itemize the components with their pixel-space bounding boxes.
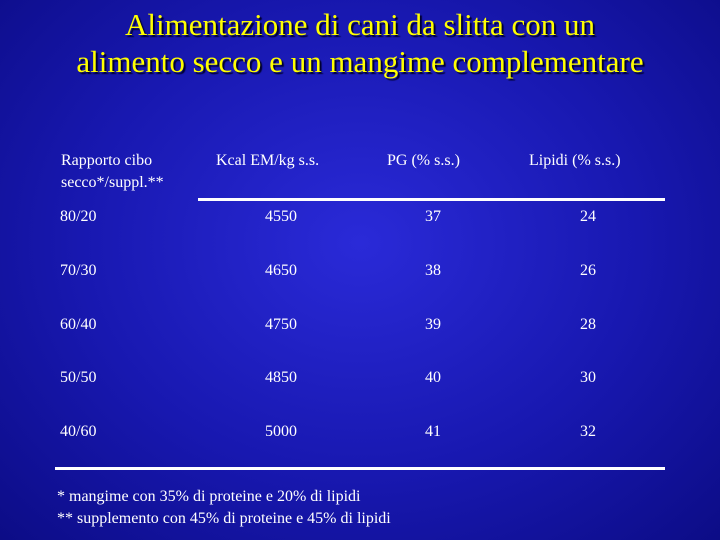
cell-kcal: 4850 (265, 369, 297, 386)
cell-pg: 41 (425, 423, 441, 440)
header-kcal: Kcal EM/kg s.s. (216, 152, 320, 169)
cell-kcal: 4550 (265, 208, 297, 225)
cell-lipidi: 32 (580, 423, 596, 440)
header-ratio-line-2: secco*/suppl.** (61, 174, 164, 191)
cell-kcal: 4650 (265, 262, 297, 279)
cell-lipidi: 30 (580, 369, 596, 386)
header-lipidi: Lipidi (% s.s.) (529, 152, 621, 169)
header-ratio-line-1: Rapporto cibo (61, 152, 153, 169)
cell-lipidi: 28 (580, 316, 596, 333)
cell-kcal: 4750 (265, 316, 297, 333)
header-ratio: Rapporto cibo secco*/suppl.** (61, 150, 164, 194)
slide-title-line-1: Alimentazione di cani da slitta con un (124, 7, 596, 42)
cell-ratio: 50/50 (60, 369, 97, 386)
cell-ratio: 40/60 (60, 423, 97, 440)
footnote-1: * mangime con 35% di proteine e 20% di l… (57, 488, 361, 505)
slide-title-line-2: alimento secco e un mangime complementar… (76, 44, 644, 79)
slide-title: Alimentazione di cani da slitta con un a… (0, 6, 720, 80)
cell-pg: 39 (425, 316, 441, 333)
cell-ratio: 60/40 (60, 316, 97, 333)
table-bottom-divider (55, 467, 665, 470)
cell-lipidi: 26 (580, 262, 596, 279)
header-divider (198, 198, 665, 201)
cell-lipidi: 24 (580, 208, 596, 225)
cell-ratio: 80/20 (60, 208, 97, 225)
cell-ratio: 70/30 (60, 262, 97, 279)
cell-pg: 40 (425, 369, 441, 386)
cell-kcal: 5000 (265, 423, 297, 440)
cell-pg: 37 (425, 208, 441, 225)
footnotes: * mangime con 35% di proteine e 20% di l… (57, 486, 391, 530)
header-pg: PG (% s.s.) (387, 152, 460, 169)
cell-pg: 38 (425, 262, 441, 279)
footnote-2: ** supplemento con 45% di proteine e 45%… (57, 510, 391, 527)
